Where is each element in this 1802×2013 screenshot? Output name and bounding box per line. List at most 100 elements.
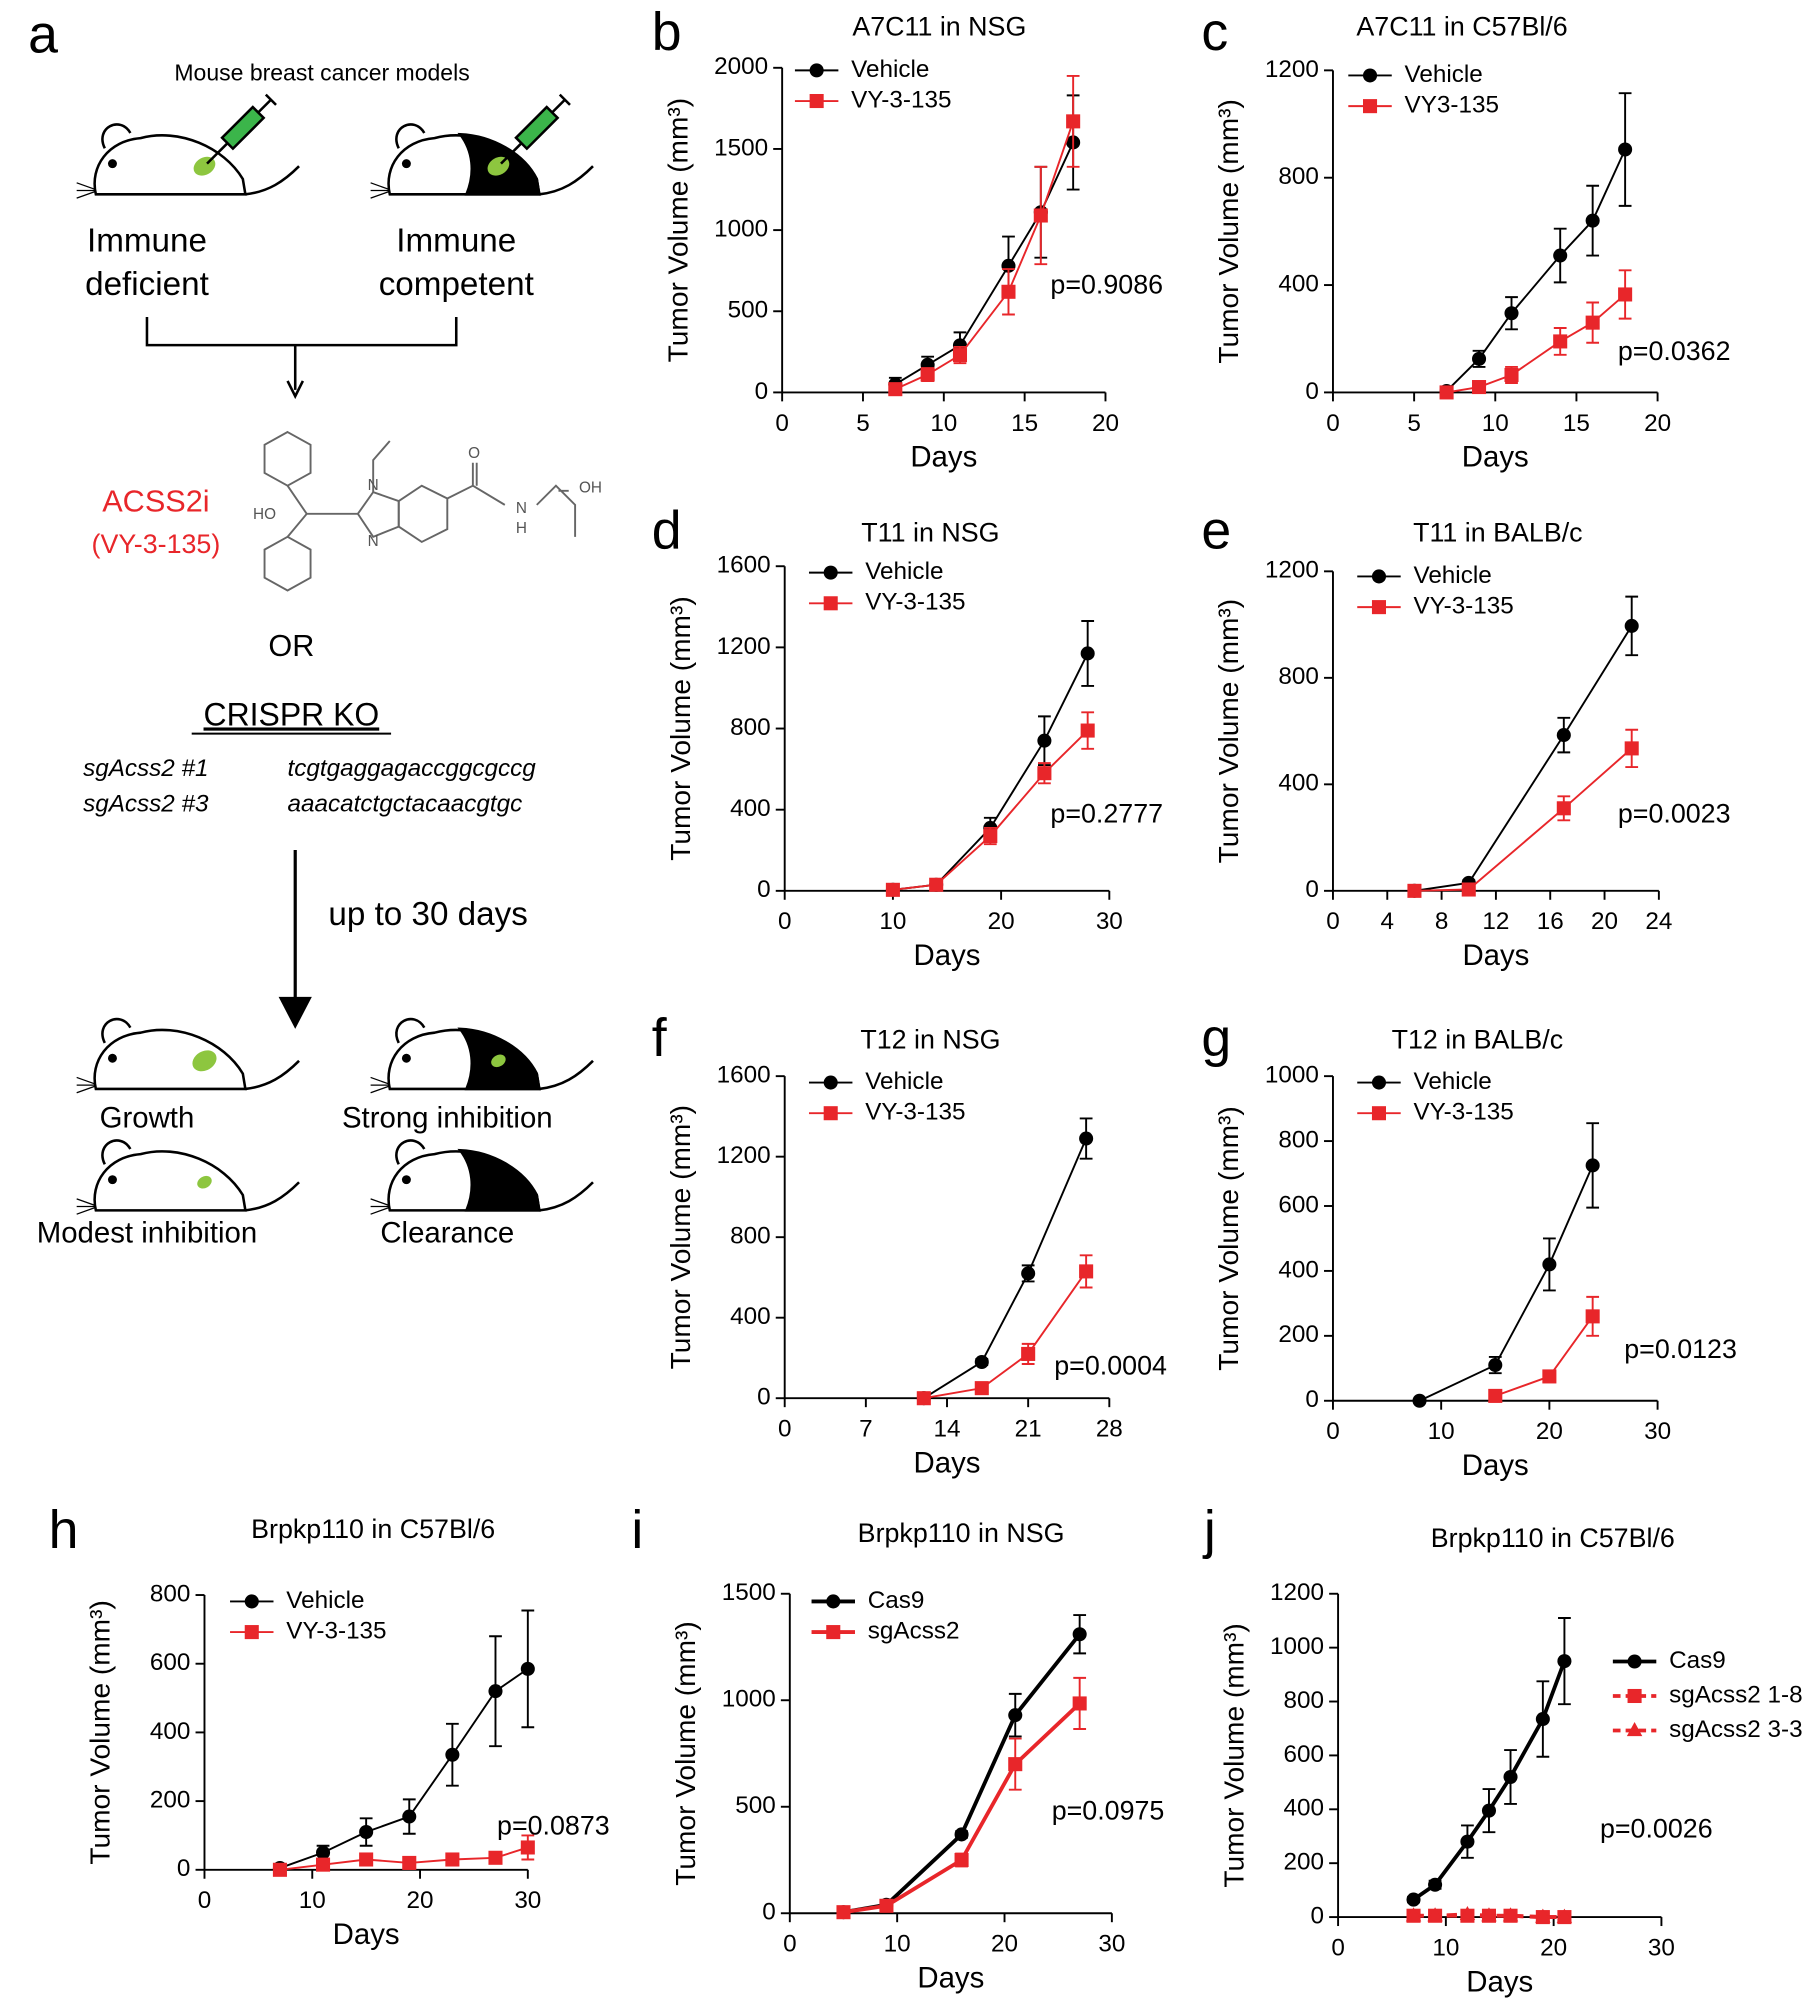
y-tick-label: 0 <box>177 1855 191 1882</box>
atom-label: N <box>368 477 379 494</box>
chart-title: Brpkp110 in C57Bl/6 <box>1431 1523 1675 1553</box>
mouse-ear <box>101 1017 132 1044</box>
y-tick-label: 1600 <box>717 1062 771 1089</box>
marker <box>1488 1358 1503 1373</box>
marker <box>445 1747 460 1762</box>
x-tick-label: 5 <box>856 410 870 437</box>
y-tick-label: 1200 <box>717 633 771 660</box>
y-axis-label: Tumor Volume (mm³) <box>670 1621 701 1885</box>
x-tick-label: 0 <box>778 1416 792 1443</box>
x-tick-label: 30 <box>1096 908 1123 935</box>
y-tick-label: 200 <box>1284 1849 1325 1876</box>
x-tick-label: 20 <box>1536 1418 1563 1445</box>
guide-name: sgAcss2 #3 <box>83 791 209 818</box>
y-tick-label: 1000 <box>1265 1062 1319 1089</box>
panel-label: g <box>1201 1008 1231 1068</box>
marker <box>974 1381 989 1396</box>
marker <box>1460 1834 1475 1849</box>
mouse <box>370 1017 594 1094</box>
x-tick-label: 20 <box>1591 908 1618 935</box>
y-tick-label: 200 <box>1278 1321 1319 1348</box>
y-tick-label: 1500 <box>722 1579 776 1606</box>
model-label: Immune <box>87 223 207 260</box>
x-tick-label: 15 <box>1563 410 1590 437</box>
x-tick-label: 20 <box>1092 410 1119 437</box>
series-line <box>1445 149 1626 392</box>
y-tick-label: 800 <box>730 1223 771 1250</box>
x-tick-label: 10 <box>1428 1418 1455 1445</box>
x-axis-label: Days <box>333 1918 400 1951</box>
y-axis-label: Tumor Volume (mm³) <box>1213 599 1244 863</box>
or-label: OR <box>268 629 314 663</box>
marker <box>1405 1907 1422 1922</box>
marker <box>1624 741 1639 756</box>
mouse-ear <box>395 123 426 149</box>
x-tick-label: 15 <box>1011 410 1038 437</box>
atom-label: N <box>516 500 527 517</box>
legend-label: Vehicle <box>851 56 929 83</box>
mouse-fur <box>457 1148 541 1212</box>
whiskers <box>76 1198 95 1215</box>
x-axis-label: Days <box>1462 939 1529 972</box>
x-tick-label: 5 <box>1407 410 1421 437</box>
marker <box>823 596 838 611</box>
y-tick-label: 800 <box>1278 163 1319 190</box>
x-tick-label: 30 <box>1644 1418 1671 1445</box>
x-tick-label: 0 <box>1326 1418 1340 1445</box>
arrow-head <box>286 380 305 400</box>
x-axis-label: Days <box>1466 1965 1533 1998</box>
y-tick-label: 500 <box>728 297 769 324</box>
x-tick-label: 12 <box>1482 908 1509 935</box>
legend-label: Vehicle <box>865 558 943 585</box>
x-tick-label: 20 <box>407 1887 434 1914</box>
y-axis-label: Tumor Volume (mm³) <box>662 98 693 362</box>
legend-label: Vehicle <box>1413 562 1491 589</box>
series-line <box>1412 1660 1567 1902</box>
syringe-barrel <box>514 105 560 151</box>
y-tick-label: 800 <box>730 714 771 741</box>
chart-title: T11 in NSG <box>861 517 999 547</box>
x-tick-label: 0 <box>198 1887 212 1914</box>
mouse <box>370 1139 594 1215</box>
y-tick-label: 600 <box>1284 1741 1325 1768</box>
series-line <box>1419 1165 1594 1402</box>
whiskers <box>76 182 95 199</box>
legend-label: VY-3-135 <box>851 86 951 113</box>
y-axis-label: Tumor Volume (mm³) <box>1213 99 1244 363</box>
y-tick-label: 400 <box>1278 1256 1319 1283</box>
marker <box>1556 801 1571 816</box>
mouse-eye <box>401 1175 411 1185</box>
x-tick-label: 0 <box>778 908 792 935</box>
y-tick-label: 800 <box>1278 663 1319 690</box>
mouse-ear <box>395 1017 426 1044</box>
marker <box>1627 1654 1642 1669</box>
marker <box>1627 1688 1642 1704</box>
marker <box>1371 1075 1387 1090</box>
marker <box>974 1354 989 1370</box>
y-axis-label: Tumor Volume (mm³) <box>85 1600 116 1864</box>
y-tick-label: 400 <box>730 795 771 822</box>
outcome-label: Modest inhibition <box>37 1216 257 1249</box>
marker <box>520 1661 535 1676</box>
chart-title: A7C11 in NSG <box>852 11 1026 41</box>
marker <box>1481 1803 1497 1818</box>
x-tick-label: 10 <box>930 410 957 437</box>
mouse-eye <box>107 1175 117 1185</box>
marker <box>1585 213 1600 228</box>
marker <box>1542 1369 1557 1384</box>
mouse <box>370 93 594 199</box>
chart-title: T11 in BALB/c <box>1413 517 1583 547</box>
marker <box>1037 766 1052 781</box>
marker <box>316 1857 331 1872</box>
x-tick-label: 14 <box>934 1416 961 1443</box>
x-tick-label: 0 <box>1331 1934 1345 1961</box>
marker <box>1626 1722 1643 1737</box>
annotation: p=0.9086 <box>1050 269 1163 299</box>
chart-title: Brpkp110 in NSG <box>858 1518 1065 1548</box>
chemical-structure <box>263 430 577 592</box>
panel-label: d <box>652 500 682 560</box>
marker <box>826 1625 841 1640</box>
panel-label: j <box>1202 1500 1216 1560</box>
y-tick-label: 0 <box>1311 1902 1325 1929</box>
